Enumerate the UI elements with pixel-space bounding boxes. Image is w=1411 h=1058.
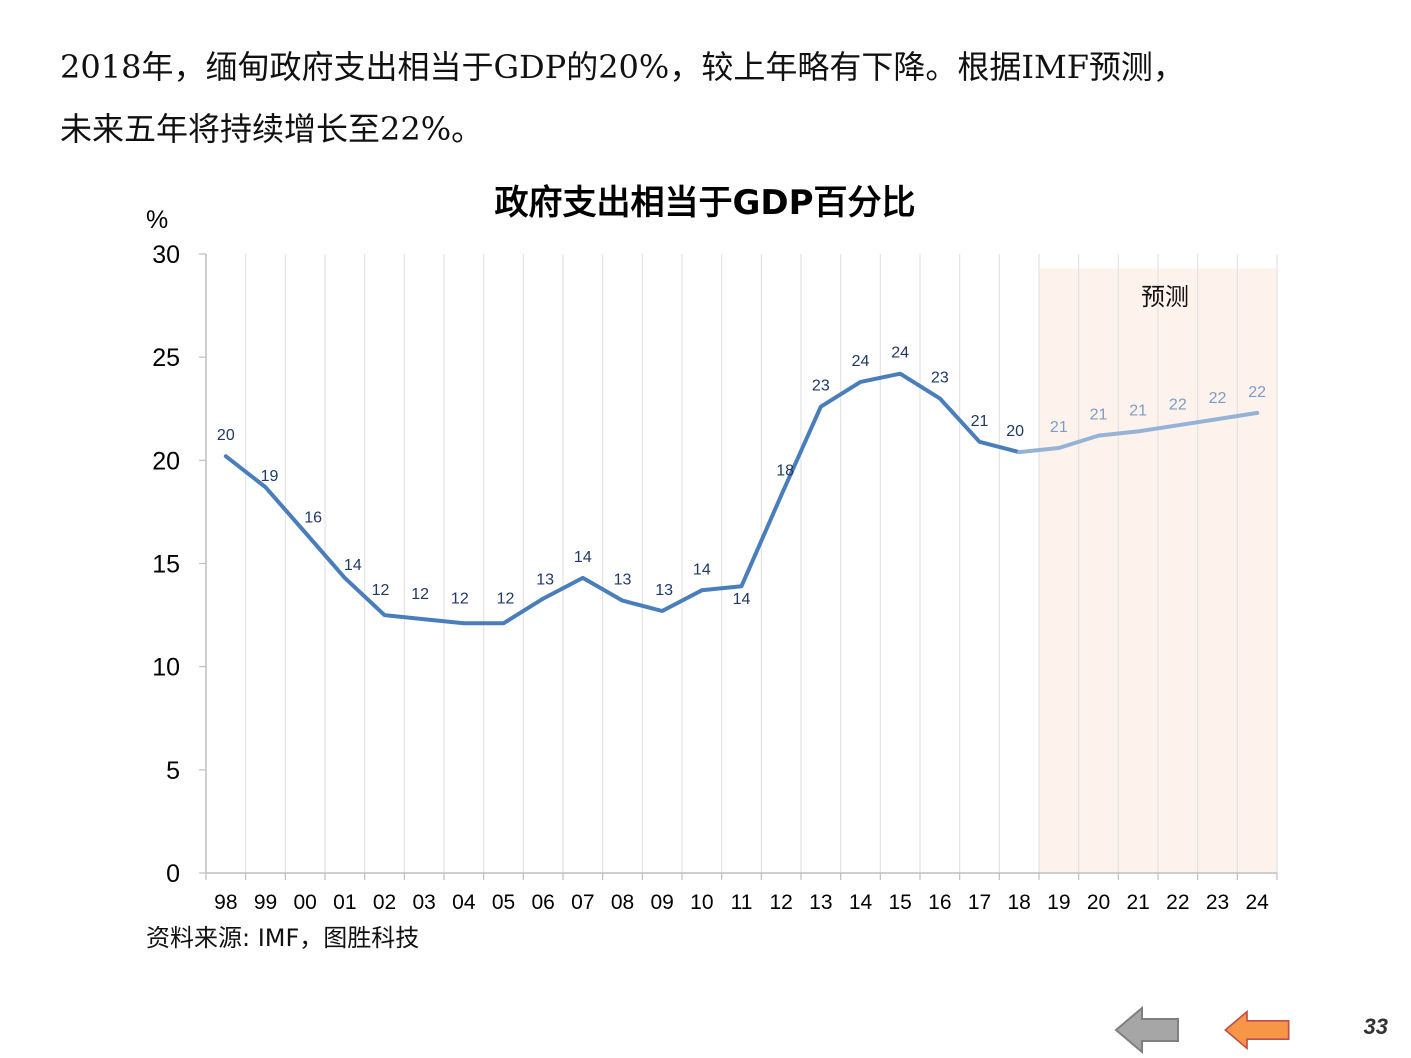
y-tick-label: 15	[152, 551, 180, 579]
headline: 2018年，缅甸政府支出相当于GDP的20%，较上年略有下降。根据IMF预测， …	[60, 36, 1380, 160]
x-tick-label: 13	[809, 891, 832, 914]
data-label: 22	[1169, 396, 1187, 413]
data-label: 21	[971, 413, 989, 430]
x-tick-label: 20	[1087, 891, 1110, 914]
x-tick-label: 09	[650, 891, 673, 914]
data-label: 12	[451, 590, 469, 607]
data-label: 13	[655, 582, 673, 599]
data-label: 21	[1050, 419, 1068, 436]
x-tick-label: 23	[1206, 891, 1229, 914]
y-tick-label: 5	[166, 757, 180, 785]
data-label: 14	[733, 591, 751, 608]
x-tick-label: 17	[968, 891, 991, 914]
data-label: 20	[217, 427, 235, 444]
series-line-forecast	[1017, 410, 1260, 455]
data-label: 14	[344, 557, 362, 574]
x-tick-label: 04	[452, 891, 476, 914]
chart-title: 政府支出相当于GDP百分比	[494, 183, 915, 223]
x-tick-label: 12	[769, 891, 792, 914]
data-label: 22	[1248, 384, 1266, 401]
x-tick-label: 08	[611, 891, 634, 914]
data-label: 21	[1129, 402, 1147, 419]
left-arrow-icon	[1114, 1005, 1179, 1055]
x-tick-label: 11	[731, 891, 753, 914]
x-tick-label: 03	[412, 891, 435, 914]
x-tick-label: 21	[1126, 891, 1149, 914]
x-tick-label: 24	[1245, 891, 1269, 914]
data-label: 14	[574, 549, 592, 566]
x-tick-label: 07	[571, 891, 594, 914]
page-number: 33	[1363, 1014, 1388, 1039]
data-label: 19	[261, 468, 279, 485]
x-tick-label: 98	[214, 891, 237, 914]
x-tick-label: 99	[254, 891, 277, 914]
series-line-actual	[223, 371, 1022, 626]
y-axis-label: %	[146, 206, 168, 234]
data-label: 20	[1006, 423, 1024, 440]
data-label: 24	[891, 345, 909, 362]
data-label: 24	[852, 353, 870, 370]
previous-button[interactable]	[1222, 1004, 1292, 1056]
data-label: 13	[536, 572, 554, 589]
x-tick-label: 02	[373, 891, 396, 914]
x-tick-label: 15	[888, 891, 911, 914]
data-label: 16	[304, 510, 322, 527]
x-tick-label: 06	[531, 891, 554, 914]
y-tick-label: 0	[166, 860, 180, 888]
x-tick-label: 14	[849, 891, 873, 914]
data-label: 12	[411, 586, 429, 603]
source-note: 资料来源: IMF，图胜科技	[146, 924, 420, 952]
data-label: 14	[693, 561, 711, 578]
data-label: 18	[776, 462, 794, 479]
y-tick-label: 20	[152, 447, 180, 475]
data-label: 13	[614, 572, 632, 589]
data-label: 23	[812, 378, 830, 395]
x-tick-label: 18	[1007, 891, 1030, 914]
data-label: 22	[1209, 390, 1227, 407]
data-label: 21	[1090, 407, 1108, 424]
x-tick-label: 05	[492, 891, 515, 914]
data-label: 12	[497, 590, 515, 607]
data-label: 23	[931, 369, 949, 386]
x-tick-label: 01	[333, 891, 356, 914]
x-tick-label: 19	[1047, 891, 1070, 914]
y-tick-label: 30	[152, 241, 180, 269]
forecast-label: 预测	[1141, 283, 1189, 311]
y-tick-label: 25	[152, 344, 180, 372]
headline-line-2: 未来五年将持续增长至22%。	[60, 110, 484, 148]
headline-line-1: 2018年，缅甸政府支出相当于GDP的20%，较上年略有下降。根据IMF预测，	[60, 48, 1185, 86]
left-arrow-icon	[1224, 1009, 1290, 1051]
x-tick-label: 00	[293, 891, 316, 914]
data-label: 12	[372, 582, 390, 599]
x-tick-label: 10	[690, 891, 713, 914]
y-tick-label: 10	[152, 654, 180, 682]
x-tick-label: 22	[1166, 891, 1189, 914]
x-tick-label: 16	[928, 891, 951, 914]
back-button[interactable]	[1112, 1004, 1182, 1056]
